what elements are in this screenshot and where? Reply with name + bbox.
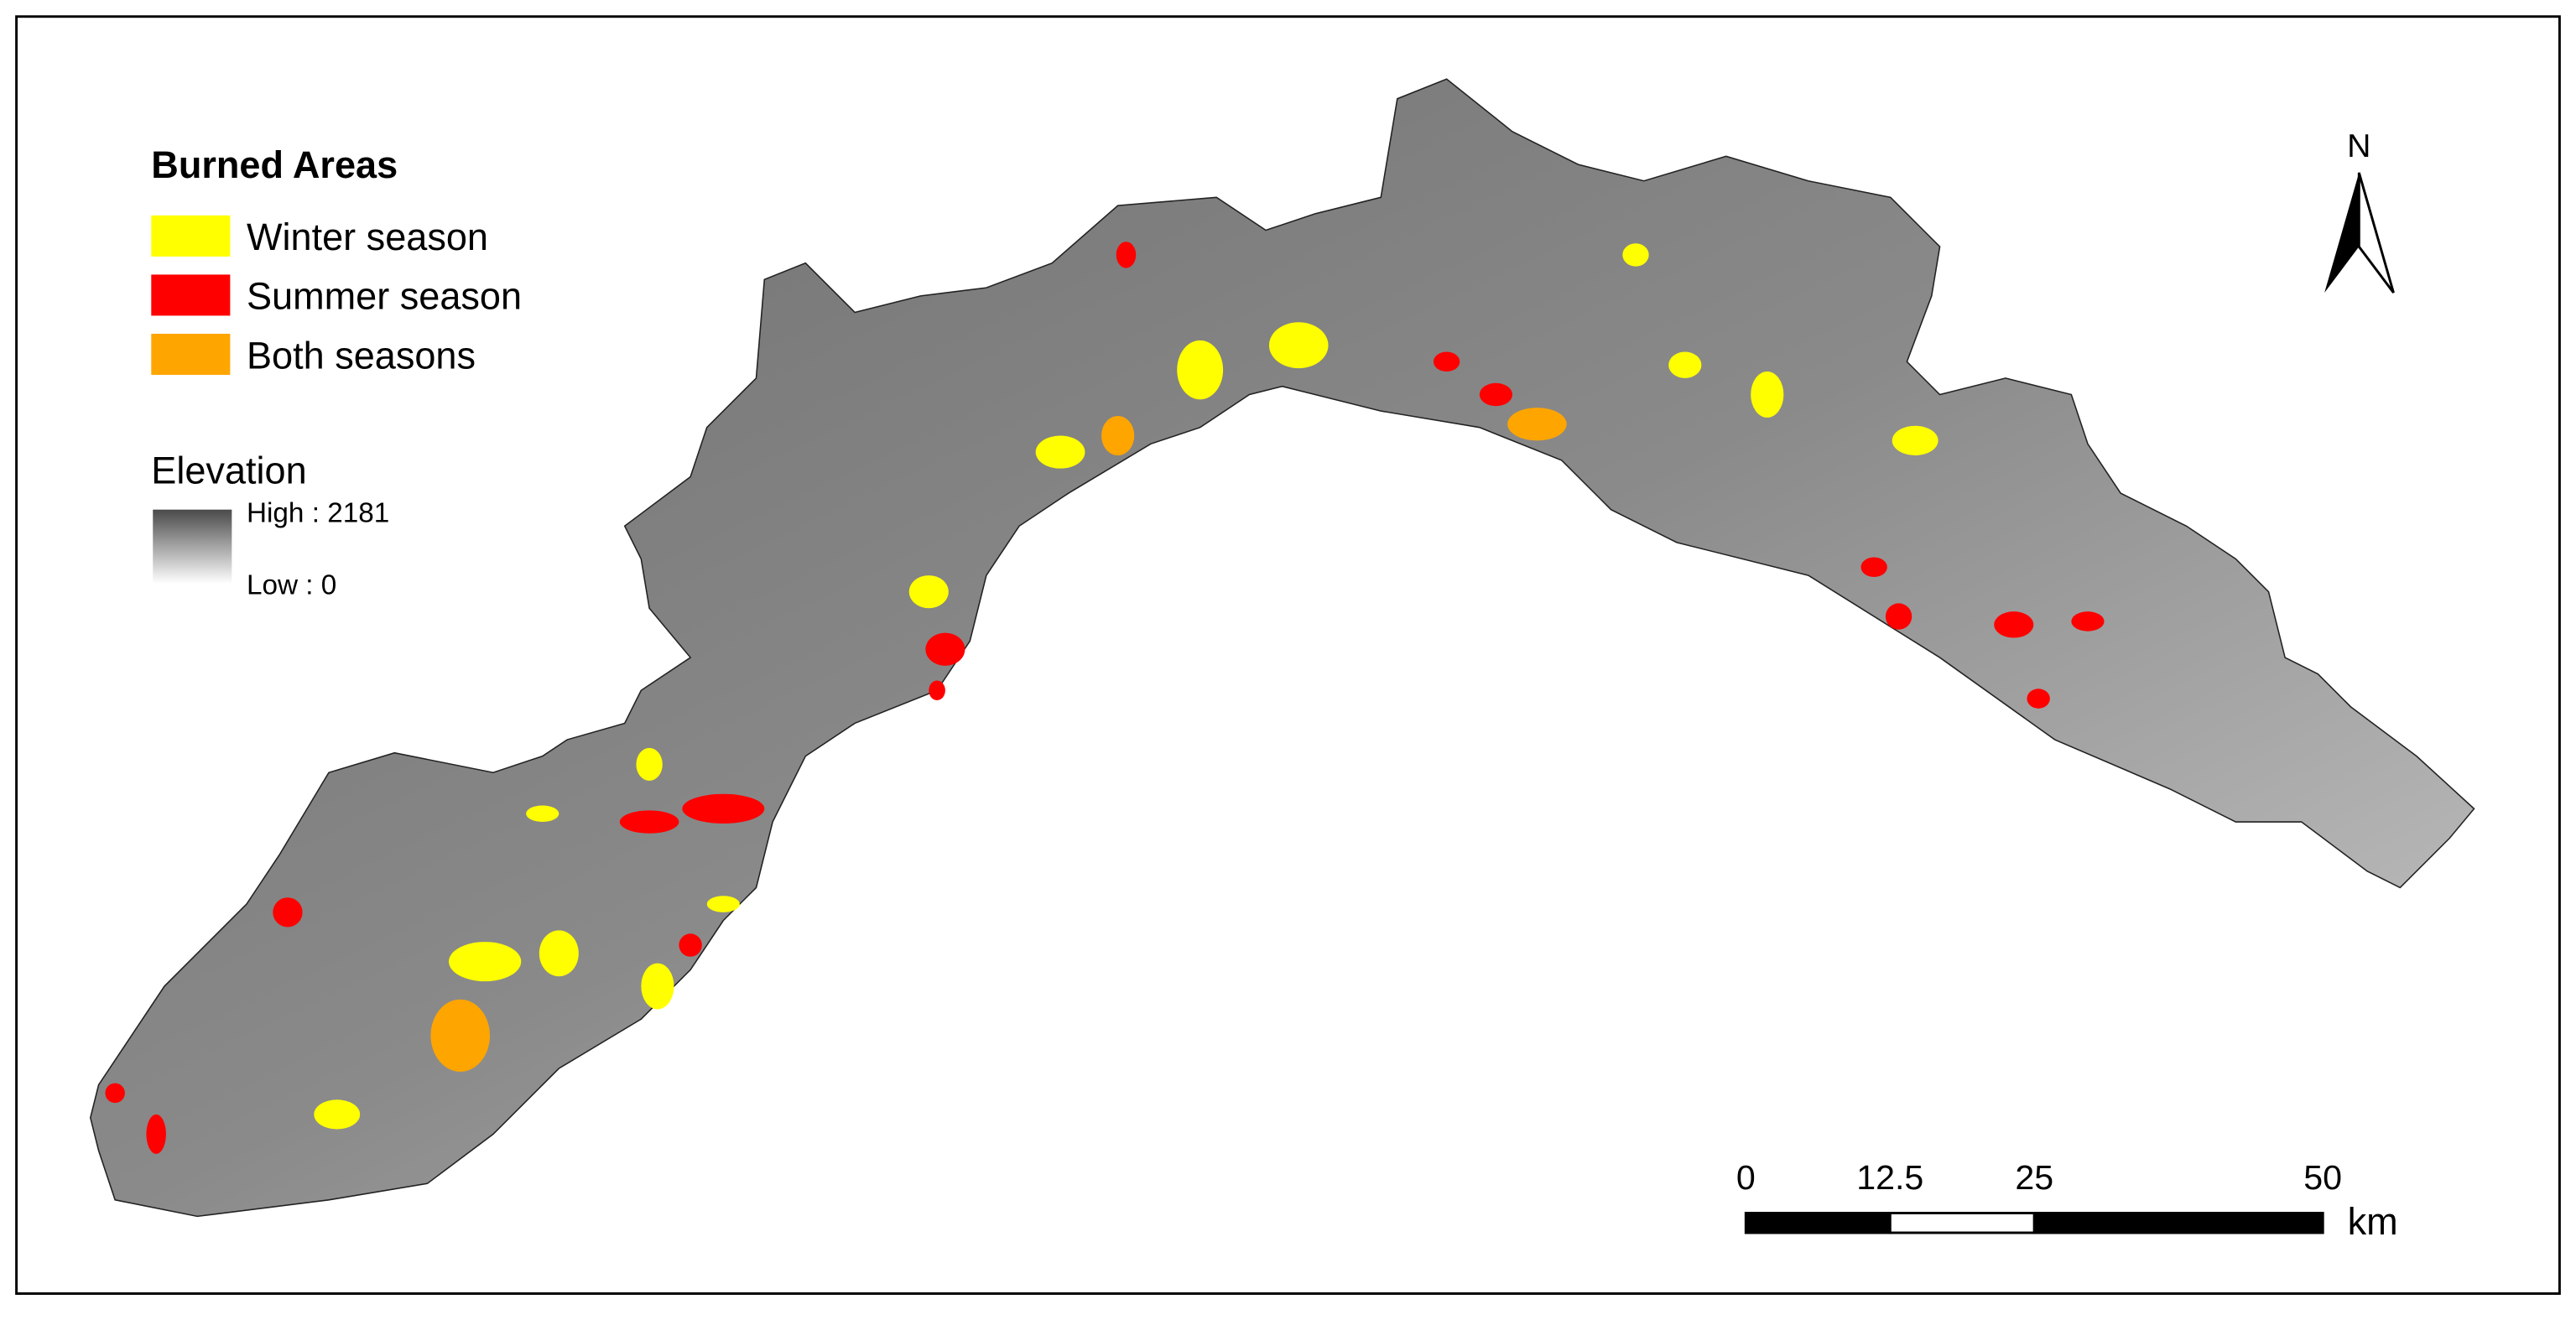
scale-segment xyxy=(1888,1212,2036,1234)
burned-patch xyxy=(273,897,303,928)
burned-patch xyxy=(1860,557,1887,578)
burned-patch xyxy=(641,963,674,1010)
burned-patch xyxy=(1668,351,1702,378)
elevation-low: Low : 0 xyxy=(247,570,336,601)
burned-patch xyxy=(929,680,945,701)
burned-patch xyxy=(1751,372,1784,418)
legend: Winter season Summer season Both seasons xyxy=(151,215,522,377)
burned-patch xyxy=(908,575,949,609)
burned-patch xyxy=(1101,415,1135,456)
region-land xyxy=(89,78,2475,1218)
burned-patch xyxy=(682,793,765,824)
scale-segment xyxy=(1744,1212,1892,1234)
scale-tick-label: 0 xyxy=(1736,1158,1756,1197)
north-label: N xyxy=(2347,128,2370,164)
legend-swatch xyxy=(151,274,231,316)
burned-patch xyxy=(539,930,579,977)
burned-patch xyxy=(1433,351,1460,372)
burned-patch xyxy=(636,747,663,782)
legend-label: Summer season xyxy=(247,275,522,318)
burned-patch xyxy=(1268,322,1329,369)
burned-patch xyxy=(925,632,965,666)
burned-patch xyxy=(1994,611,2034,638)
legend-title: Burned Areas xyxy=(151,143,398,186)
scale-unit: km xyxy=(2348,1200,2398,1243)
burned-patch xyxy=(706,896,740,912)
scale-tick-label: 50 xyxy=(2303,1158,2342,1197)
legend-swatch xyxy=(151,333,231,375)
burned-patch xyxy=(1892,425,1939,456)
burned-patch xyxy=(2027,689,2050,709)
scale-tick-label: 25 xyxy=(2015,1158,2053,1197)
burned-patch xyxy=(1177,340,1224,400)
burned-patch xyxy=(526,805,559,823)
legend-label: Both seasons xyxy=(247,334,476,377)
scale-tick-label: 12.5 xyxy=(1856,1158,1923,1197)
burned-patch xyxy=(2071,611,2105,631)
burned-patch xyxy=(449,942,522,982)
burned-patch xyxy=(430,999,491,1072)
burned-patch xyxy=(105,1083,125,1104)
elevation-high: High : 2181 xyxy=(247,497,389,528)
burned-patches xyxy=(105,242,2105,1154)
scale-segment xyxy=(2032,1212,2324,1234)
elevation-title: Elevation xyxy=(151,449,306,491)
burned-patch xyxy=(146,1114,166,1154)
burned-patch xyxy=(1885,603,1912,630)
burned-patch xyxy=(1116,242,1137,268)
legend-swatch xyxy=(151,215,231,257)
burned-patch xyxy=(619,810,679,834)
burned-patch xyxy=(1035,435,1085,469)
burned-patch xyxy=(679,933,702,957)
burned-patch xyxy=(314,1099,361,1130)
burned-patch xyxy=(1479,382,1513,407)
legend-label: Winter season xyxy=(247,216,488,258)
burned-patch xyxy=(1622,243,1649,267)
burned-patch xyxy=(1507,408,1567,441)
elevation-ramp xyxy=(153,509,232,584)
